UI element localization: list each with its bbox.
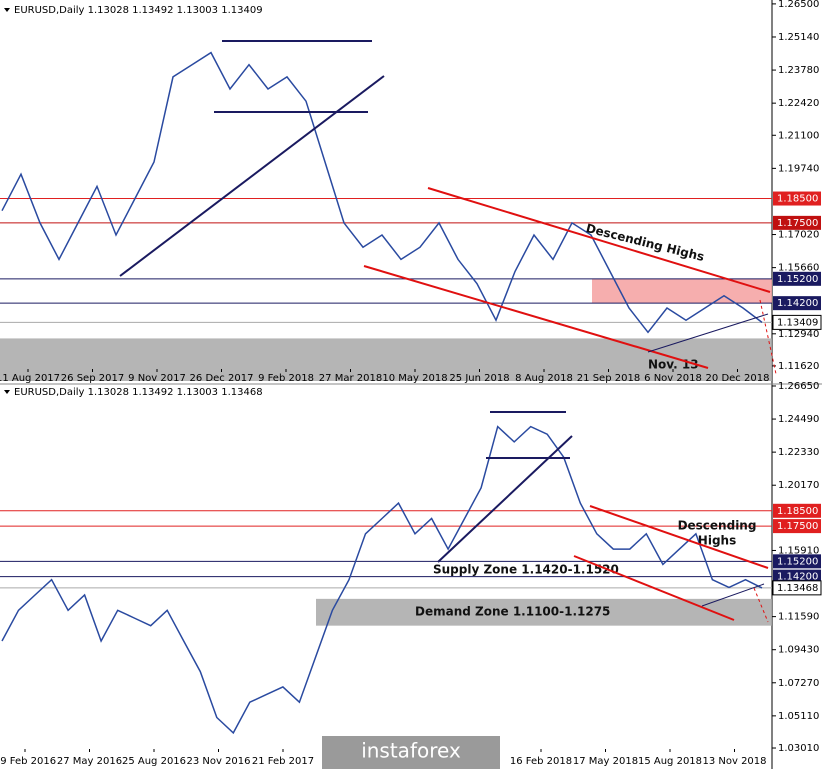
level-label: 1.17500 (777, 521, 818, 532)
trendlines (119, 40, 777, 623)
y-tick-label: 1.11620 (778, 361, 819, 372)
x-tick-label: 26 Sep 2017 (61, 373, 124, 384)
zone (316, 598, 772, 626)
x-tick-label: 23 Nov 2016 (186, 756, 250, 767)
y-tick-label: 1.24490 (778, 414, 819, 425)
level-box (773, 215, 821, 230)
x-tick-label: 15 Aug 2018 (638, 756, 702, 767)
annotation: Nov. 13 (648, 358, 699, 372)
zone (0, 338, 772, 382)
x-tick-label: 21 Feb 2017 (252, 756, 314, 767)
x-tick-label: 9 Feb 2018 (258, 373, 314, 384)
y-tick-label: 1.22330 (778, 447, 819, 458)
x-tick-label: 27 May 2016 (57, 756, 122, 767)
x-tick-label: 16 Feb 2018 (510, 756, 572, 767)
level-box (773, 503, 821, 518)
x-tick-label: 11 Aug 2017 (0, 373, 60, 384)
y-tick-label: 1.09430 (778, 645, 819, 656)
x-tick-label: 8 Aug 2018 (515, 373, 573, 384)
level-box (773, 519, 821, 534)
x-tick-label: 9 Nov 2017 (128, 373, 186, 384)
x-tick-label: 6 Nov 2018 (644, 373, 702, 384)
level-box (773, 191, 821, 206)
price-line (1, 425, 763, 735)
level-label: 1.14200 (777, 572, 818, 583)
y-tick-label: 1.11590 (778, 612, 819, 623)
y-tick-label: 1.23780 (778, 65, 819, 76)
panel-bottom: 1.26650 1.24490 1.22330 1.20170 1.15910 1.115… (0, 381, 822, 767)
y-tick-label: 1.26650 (778, 381, 819, 392)
y-tick-label: 1.21100 (778, 130, 819, 141)
price-line (1, 51, 763, 334)
level-box (772, 580, 822, 596)
annotation: Demand Zone 1.1100-1.1275 (415, 605, 610, 619)
x-tick-label: 20 Dec 2018 (706, 373, 770, 384)
y-tick-label: 1.17020 (778, 230, 819, 241)
y-tick-label: 1.15910 (778, 545, 819, 556)
level-box (772, 314, 822, 330)
x-tick-label: 10 May 2018 (382, 373, 447, 384)
level-label: 1.14200 (777, 298, 818, 309)
level-label: 1.15200 (777, 556, 818, 567)
level-label: 1.18500 (777, 194, 818, 205)
level-box (773, 569, 821, 584)
y-tick-label: 1.20170 (778, 480, 819, 491)
y-tick-label: 1.07270 (778, 678, 819, 689)
zone (592, 278, 772, 304)
x-tick-label: 29 Feb 2016 (0, 756, 56, 767)
y-tick-label: 1.25140 (778, 32, 819, 43)
level-label: 1.13468 (777, 583, 818, 594)
x-tick-label: 27 Mar 2018 (319, 373, 382, 384)
annotation: Supply Zone 1.1420-1.1520 (433, 563, 619, 577)
y-tick-label: 1.26500 (778, 0, 819, 10)
y-tick-label: 1.05110 (778, 711, 819, 722)
x-tick-label: 13 Nov 2018 (702, 756, 766, 767)
level-box (773, 554, 821, 569)
y-tick-label: 1.15660 (778, 263, 819, 274)
level-label: 1.17500 (777, 218, 818, 229)
chart-title: EURUSD,Daily 1.13028 1.13492 1.13003 1.1… (14, 387, 263, 398)
y-tick-label: 1.22420 (778, 98, 819, 109)
level-box (773, 296, 821, 311)
header-icon (4, 390, 10, 394)
watermark: instaforex (361, 739, 461, 763)
level-label: 1.15200 (777, 274, 818, 285)
level-label: 1.13409 (777, 317, 818, 328)
level-label: 1.18500 (777, 506, 818, 517)
header-icon (4, 8, 10, 12)
x-tick-label: 25 Aug 2016 (122, 756, 186, 767)
annotation: Highs (698, 534, 736, 548)
x-tick-label: 21 Sep 2018 (577, 373, 640, 384)
x-tick-label: 26 Dec 2017 (190, 373, 254, 384)
annotation: Descending (678, 519, 757, 533)
x-tick-label: 17 May 2018 (573, 756, 638, 767)
watermark-box (322, 736, 500, 769)
x-tick-label: 25 Jun 2018 (449, 373, 509, 384)
y-tick-label: 1.19740 (778, 163, 819, 174)
y-tick-label: 1.03010 (778, 743, 819, 754)
level-box (773, 271, 821, 286)
y-tick-label: 1.12940 (778, 329, 819, 340)
chart-title: EURUSD,Daily 1.13028 1.13492 1.13003 1.1… (14, 5, 263, 16)
